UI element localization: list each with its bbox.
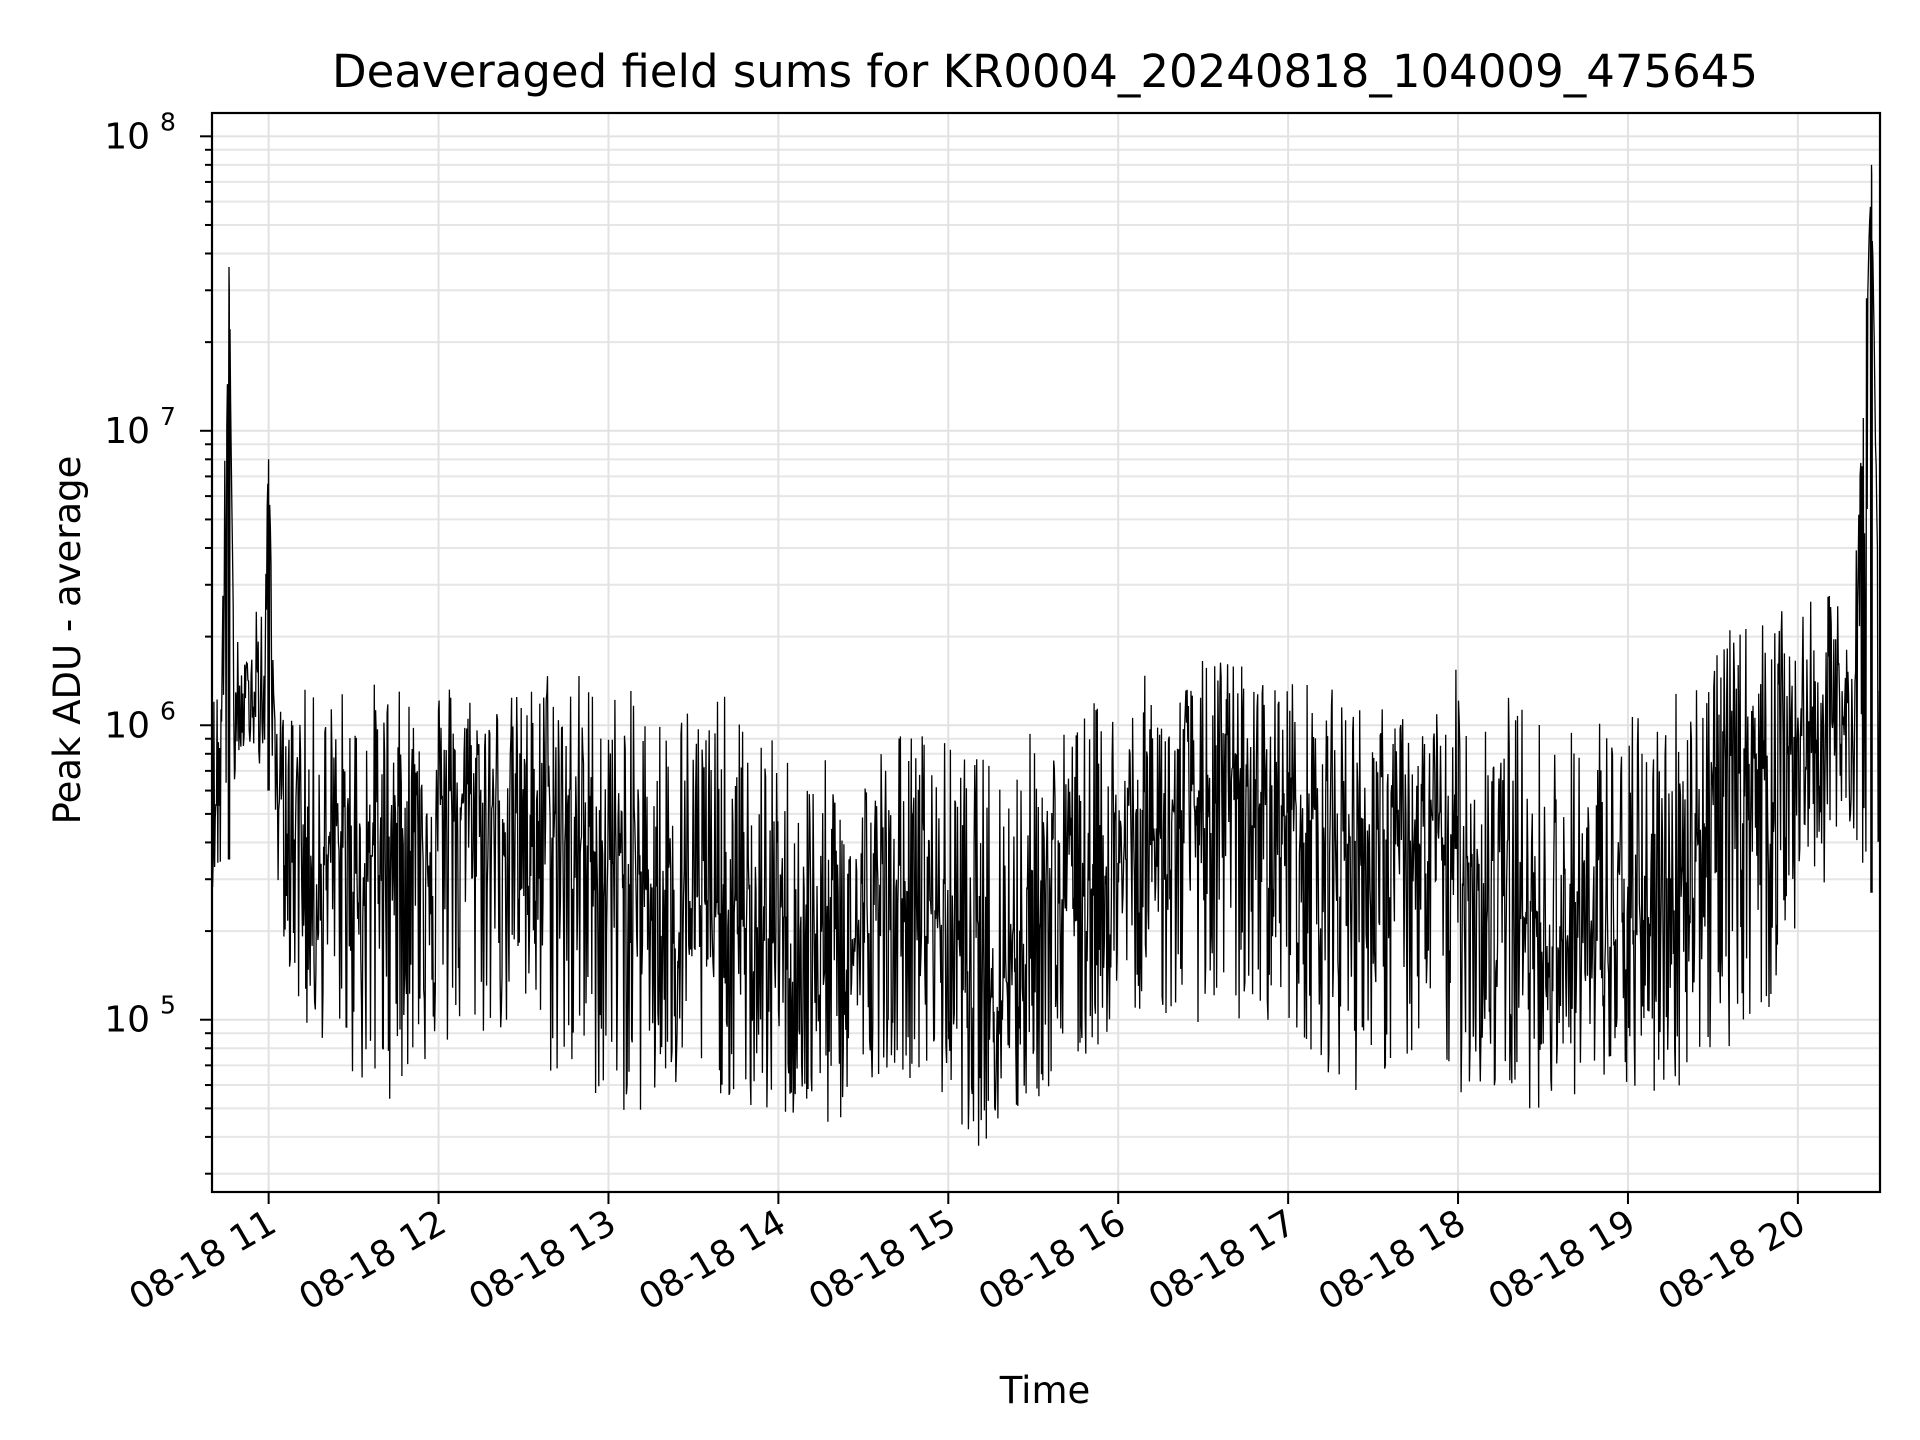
y-tick-label: 10 [104,116,150,157]
plot-frame [210,111,1882,1194]
y-tick-label: 10 [104,411,150,452]
y-axis-label: Peak ADU - average [46,456,89,825]
y-tick-exponent: 7 [160,402,176,431]
series-area [211,164,1881,1146]
series-line [211,164,1881,1146]
y-tick-exponent: 6 [160,696,176,725]
y-tick-exponent: 8 [160,107,176,136]
y-tick-exponent: 5 [160,991,176,1020]
x-axis-label: Time [999,1369,1091,1412]
y-tick-label: 10 [104,1000,150,1041]
y-tick-label: 10 [104,705,150,746]
chart-title: Deaveraged field sums for KR0004_2024081… [332,45,1758,98]
